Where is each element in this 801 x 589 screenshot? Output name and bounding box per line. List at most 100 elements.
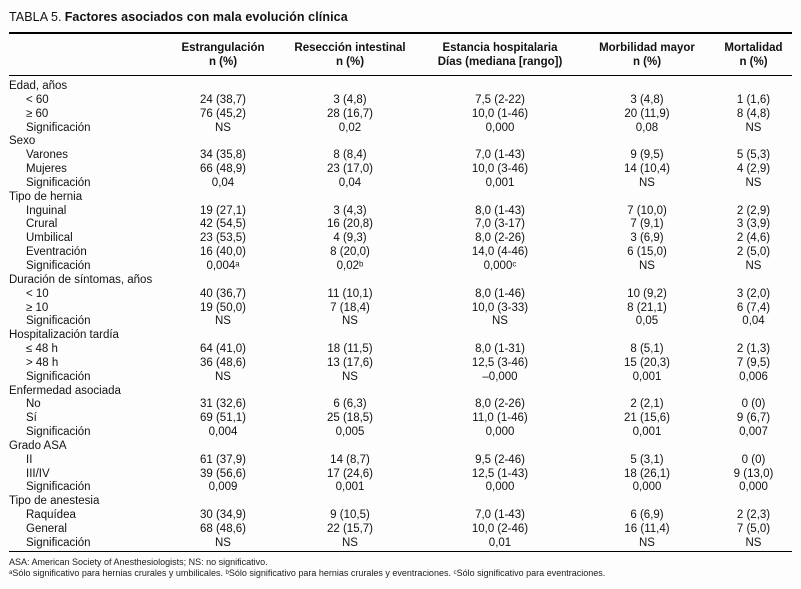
table-cell: 8 (20,0) (330, 246, 370, 259)
table-cell: 9 (10,5) (330, 509, 370, 522)
table-cell: 76 (45,2) (199, 107, 247, 120)
horizontal-rule-bottom (9, 550, 792, 552)
table-row: > 48 h 36 (48,6) 13 (17,6) 12,5 (3-46) 15 (2… (9, 357, 792, 371)
table-cell: 5 (5,3) (736, 149, 771, 162)
row-label: ≥ 10 (26, 301, 49, 314)
table-row: < 10 40 (36,7) 11 (10,1) 8,0 (1-46) 10 (9,2)… (9, 288, 792, 302)
table-cell: 22 (15,7) (326, 523, 374, 535)
section-row: Enfermedad asociada (9, 385, 792, 399)
table-cell: 0,004 (208, 426, 238, 439)
table-cell: 8,0 (1-31) (475, 343, 525, 356)
table-cell: 61 (37,9) (199, 453, 247, 466)
table-cell: 7,0 (3-17) (475, 218, 525, 231)
table-cell: 14 (10,4) (623, 163, 671, 176)
section-row: Duración de síntomas, años (9, 274, 792, 288)
row-label: Significación (26, 315, 91, 328)
table-cell: 3 (3,9) (736, 218, 771, 231)
table-title: TABLA 5. Factores asociados con mala evol… (9, 6, 792, 32)
column-header-line2: n (%) (632, 55, 662, 68)
section-label: Sexo (9, 135, 36, 148)
table-cell: 0,001 (335, 481, 365, 494)
row-label: No (26, 398, 41, 411)
table-row: Umbilical 23 (53,5) 4 (9,3) 8,0 (2-26) 3 (6,… (9, 232, 792, 246)
table-cell: 10,0 (3-46) (471, 163, 529, 176)
table-cell: 9 (13,0) (733, 467, 774, 480)
table-cell: 36 (48,6) (199, 356, 247, 369)
row-label: General (26, 523, 67, 535)
table-cell: NS (342, 370, 358, 383)
table-cell: 3 (4,3) (333, 204, 367, 217)
table-cell: 16 (11,4) (624, 523, 670, 535)
column-header-mortalidad: Mortalidad n (%) (715, 34, 792, 76)
table-cell: 16 (20,8) (326, 218, 374, 231)
table-cell: 11,0 (1-46) (472, 412, 528, 425)
table-cell: 19 (50,0) (199, 301, 247, 314)
section-row: Tipo de anestesia (9, 495, 792, 509)
section-row: Sexo (9, 135, 792, 149)
section-label: Enfermedad asociada (9, 384, 121, 397)
table-cell: NS (492, 315, 508, 328)
column-header-line1: Estancia hospitalaria (442, 42, 558, 54)
table-cell: 31 (32,6) (199, 398, 247, 411)
table-cell: NS (215, 536, 231, 549)
table-row: Raquídea 30 (34,9) 9 (10,5) 7,0 (1-43) 6 (6,… (9, 509, 792, 523)
table-cell: 2 (1,3) (736, 343, 771, 356)
table-cell: NS (639, 259, 655, 272)
table-cell: 0,04 (742, 315, 765, 328)
section-row: Hospitalización tardía (9, 329, 792, 343)
table-cell: 5 (3,1) (630, 453, 664, 466)
section-label: Duración de síntomas, años (9, 273, 153, 286)
table-cell: 8,0 (2-26) (475, 232, 525, 245)
table-cell: 0,009 (208, 481, 238, 494)
table-cell: 10 (9,2) (627, 287, 667, 300)
column-header-line1: Estrangulación (181, 42, 265, 54)
table-row: Significación 0,004ᵃ 0,02ᵇ 0,000ᶜ NS NS (9, 260, 792, 274)
table-cell: 68 (48,6) (199, 523, 247, 535)
table-cell: 15 (20,3) (623, 356, 671, 369)
table-cell: 0,007 (739, 426, 768, 439)
row-label: < 60 (26, 93, 49, 106)
table-cell: 3 (4,8) (333, 93, 367, 106)
row-label: Inguinal (26, 204, 67, 217)
table-row: < 60 24 (38,7) 3 (4,8) 7,5 (2-22) 3 (4,8) 1 (… (9, 94, 792, 108)
column-header-line1: Mortalidad (724, 42, 783, 54)
row-label: Significación (26, 176, 91, 189)
table-cell: 7 (10,0) (627, 204, 667, 217)
table-cell: NS (215, 121, 231, 134)
table-cell: 25 (18,5) (326, 412, 374, 425)
table-row: Eventración 16 (40,0) 8 (20,0) 14,0 (4-46) 6… (9, 246, 792, 260)
table-cell: 4 (2,9) (736, 163, 771, 176)
header-empty-cell (9, 34, 167, 76)
table-cell: 20 (11,9) (624, 107, 670, 120)
table-row: ≤ 48 h 64 (41,0) 18 (11,5) 8,0 (1-31) 8 (5,1… (9, 343, 792, 357)
column-header-estrangulacion: Estrangulación n (%) (167, 34, 279, 76)
table-cell: 0,004ᵃ (206, 259, 240, 272)
table-row: Significación 0,04 0,04 0,001 NS NS (9, 177, 792, 191)
column-header-line2: Días (mediana [rango]) (437, 55, 563, 68)
row-label: Significación (26, 426, 91, 439)
table-cell: 8 (21,1) (627, 301, 667, 314)
row-label: III/IV (26, 467, 50, 480)
column-header-reseccion-intestinal: Resección intestinal n (%) (279, 34, 421, 76)
section-row: Tipo de hernia (9, 191, 792, 205)
row-label: II (26, 453, 33, 466)
table-cell: 21 (15,6) (623, 412, 671, 425)
row-label: Sí (26, 412, 37, 425)
table-cell: 0,000ᶜ (483, 259, 517, 272)
table-row: Significación 0,009 0,001 0,000 0,000 0,000 (9, 481, 792, 495)
table-cell: 0,04 (211, 176, 235, 189)
row-label: < 10 (26, 287, 49, 300)
table-cell: 8 (4,8) (736, 107, 771, 120)
table-cell: 13 (17,6) (326, 356, 374, 369)
table-cell: 11 (10,1) (327, 287, 373, 300)
table-cell: 7,0 (1-43) (475, 149, 525, 162)
header-row: Estrangulación n (%) Resección intestina… (9, 34, 792, 76)
table-cell: NS (745, 259, 762, 272)
table-row: Sí 69 (51,1) 25 (18,5) 11,0 (1-46) 21 (15,6)… (9, 412, 792, 426)
factors-table: Estrangulación n (%) Resección intestina… (9, 34, 792, 551)
table-cell: 8,0 (1-43) (475, 204, 525, 217)
table-cell: 8,0 (1-46) (475, 287, 525, 300)
table-cell: 18 (26,1) (623, 467, 671, 480)
table-cell: 6 (7,4) (736, 301, 771, 314)
column-header-line2: n (%) (208, 55, 238, 68)
